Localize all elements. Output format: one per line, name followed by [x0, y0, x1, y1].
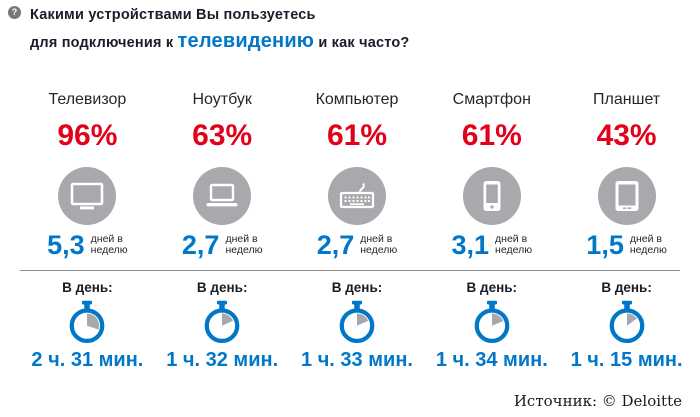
device-column-laptop: Ноутбук 63% 2,7 дней в неделю: [155, 91, 290, 260]
stopwatch-icon: [70, 300, 105, 344]
time-per-day: 2 ч. 31 мин.: [31, 349, 144, 371]
device-name: Компьютер: [315, 91, 399, 108]
time-per-day: 1 ч. 15 мин.: [570, 349, 683, 371]
stopwatch-icon: [204, 300, 240, 344]
device-name: Ноутбук: [192, 91, 252, 108]
days-number: 2,7: [316, 230, 355, 260]
question-title-line1: Какими устройствами Вы пользуетесь: [30, 7, 316, 23]
tablet-icon: [597, 167, 656, 225]
daily-column-laptop: В день: 1 ч. 32 мин.: [155, 280, 290, 372]
days-per-week: 3,1 дней в неделю: [424, 230, 559, 260]
source-credit: Источник: © Deloitte: [513, 392, 682, 410]
stopwatch-icon: [609, 300, 644, 344]
help-icon: ?: [8, 6, 21, 19]
days-unit-label: дней в неделю: [225, 233, 263, 256]
device-column-smartphone: Смартфон 61% 3,1 дней в неделю: [424, 91, 559, 260]
title-highlight: телевидению: [177, 30, 315, 52]
days-number: 5,3: [47, 230, 85, 260]
per-day-label: В день:: [196, 280, 248, 295]
time-per-day: 1 ч. 33 мин.: [301, 349, 413, 371]
per-day-label: В день:: [466, 280, 518, 295]
title-suffix: и как часто?: [314, 35, 410, 51]
device-percent: 63%: [192, 119, 253, 152]
time-per-day: 1 ч. 32 мин.: [166, 349, 279, 371]
device-name: Планшет: [593, 91, 661, 108]
days-unit-label: дней в неделю: [360, 233, 398, 256]
device-name: Телевизор: [48, 91, 127, 108]
daily-column-smartphone: В день: 1 ч. 34 мин.: [424, 280, 559, 372]
daily-column-computer: В день: 1 ч. 33 мин.: [290, 280, 425, 372]
smartphone-icon: [462, 167, 521, 225]
device-column-tv: Телевизор 96% 5,3 дней в неделю: [20, 91, 155, 260]
days-number: 3,1: [451, 230, 490, 260]
device-percent: 43%: [596, 119, 657, 152]
stopwatch-icon: [474, 300, 510, 344]
days-number: 2,7: [181, 230, 220, 260]
daily-usage-row: В день: 2 ч. 31 мин. В день: 1 ч. 32 мин…: [0, 280, 700, 372]
days-number: 1,5: [586, 230, 624, 260]
device-name: Смартфон: [452, 91, 531, 108]
days-unit-label: дней в неделю: [629, 233, 667, 256]
tv-icon: [58, 167, 117, 225]
days-per-week: 5,3 дней в неделю: [20, 230, 155, 260]
device-column-computer: Компьютер 61% 2,7 дн: [290, 91, 425, 260]
devices-stats-row: Телевизор 96% 5,3 дней в неделю Ноутбук 6…: [0, 91, 700, 260]
days-per-week: 2,7 дней в неделю: [155, 230, 290, 260]
days-unit-label: дней в неделю: [90, 233, 128, 256]
per-day-label: В день:: [62, 280, 113, 295]
daily-column-tv: В день: 2 ч. 31 мин.: [20, 280, 155, 372]
device-column-tablet: Планшет 43% 1,5 дней в неделю: [559, 91, 694, 260]
title-prefix: для подключения к: [30, 35, 178, 51]
stopwatch-icon: [339, 300, 375, 344]
section-divider: [20, 270, 680, 271]
question-title-line2: для подключения к телевидению и как част…: [30, 30, 690, 53]
device-percent: 61%: [461, 119, 522, 152]
device-percent: 96%: [57, 119, 118, 152]
time-per-day: 1 ч. 34 мин.: [435, 349, 548, 371]
days-unit-label: дней в неделю: [495, 233, 533, 256]
device-percent: 61%: [326, 119, 388, 152]
days-per-week: 2,7 дней в неделю: [290, 230, 425, 260]
per-day-label: В день:: [601, 280, 652, 295]
daily-column-tablet: В день: 1 ч. 15 мин.: [559, 280, 694, 372]
keyboard-icon: [327, 167, 386, 225]
laptop-icon: [193, 167, 252, 225]
per-day-label: В день:: [331, 280, 383, 295]
header: ? Какими устройствами Вы пользуетесь для…: [0, 0, 700, 53]
days-per-week: 1,5 дней в неделю: [559, 230, 694, 260]
